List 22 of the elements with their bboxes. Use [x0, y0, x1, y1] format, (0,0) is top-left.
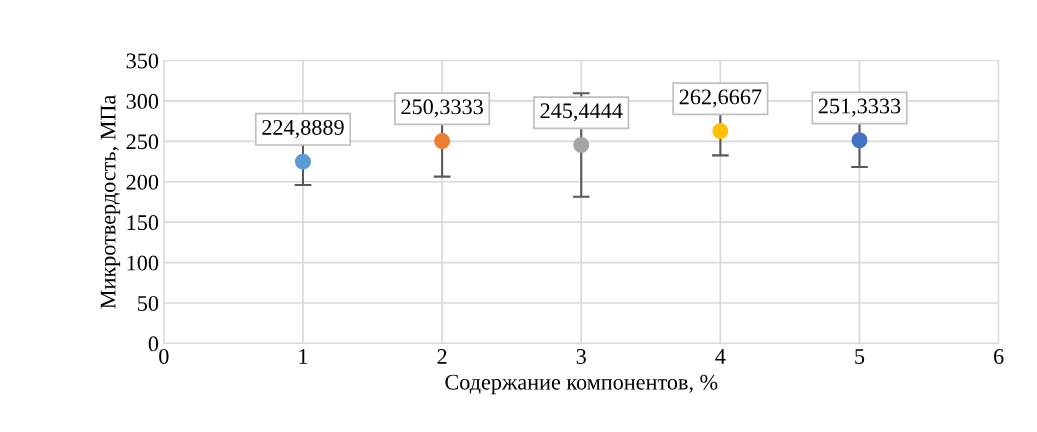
x-axis-title: Содержание компонентов, % [445, 374, 718, 395]
data-label: 245,4444 [540, 103, 623, 122]
y-tick-label: 350 [126, 53, 159, 69]
y-tick-label: 50 [138, 295, 159, 311]
y-tick-label: 100 [127, 255, 159, 271]
x-tick-label: 2 [437, 349, 447, 364]
x-tick-label: 5 [855, 349, 865, 364]
x-tick-label: 3 [576, 349, 586, 364]
x-tick-label: 1 [299, 349, 308, 364]
y-axis-title: Микротвердость, МПа [100, 94, 121, 309]
y-tick-label: 200 [126, 174, 159, 190]
y-tick-label: 250 [126, 134, 159, 150]
x-tick-label: 0 [159, 348, 169, 364]
x-tick-label: 4 [715, 349, 726, 364]
data-label: 224,8889 [262, 119, 344, 139]
y-tick-label: 150 [127, 215, 159, 231]
x-tick-label: 6 [994, 349, 1004, 364]
data-label: 250,3333 [401, 99, 483, 118]
y-tick-label: 300 [126, 93, 159, 109]
data-label: 251,3333 [818, 98, 901, 117]
y-tick-label: 0 [148, 336, 159, 352]
data-label: 262,6667 [679, 89, 762, 108]
